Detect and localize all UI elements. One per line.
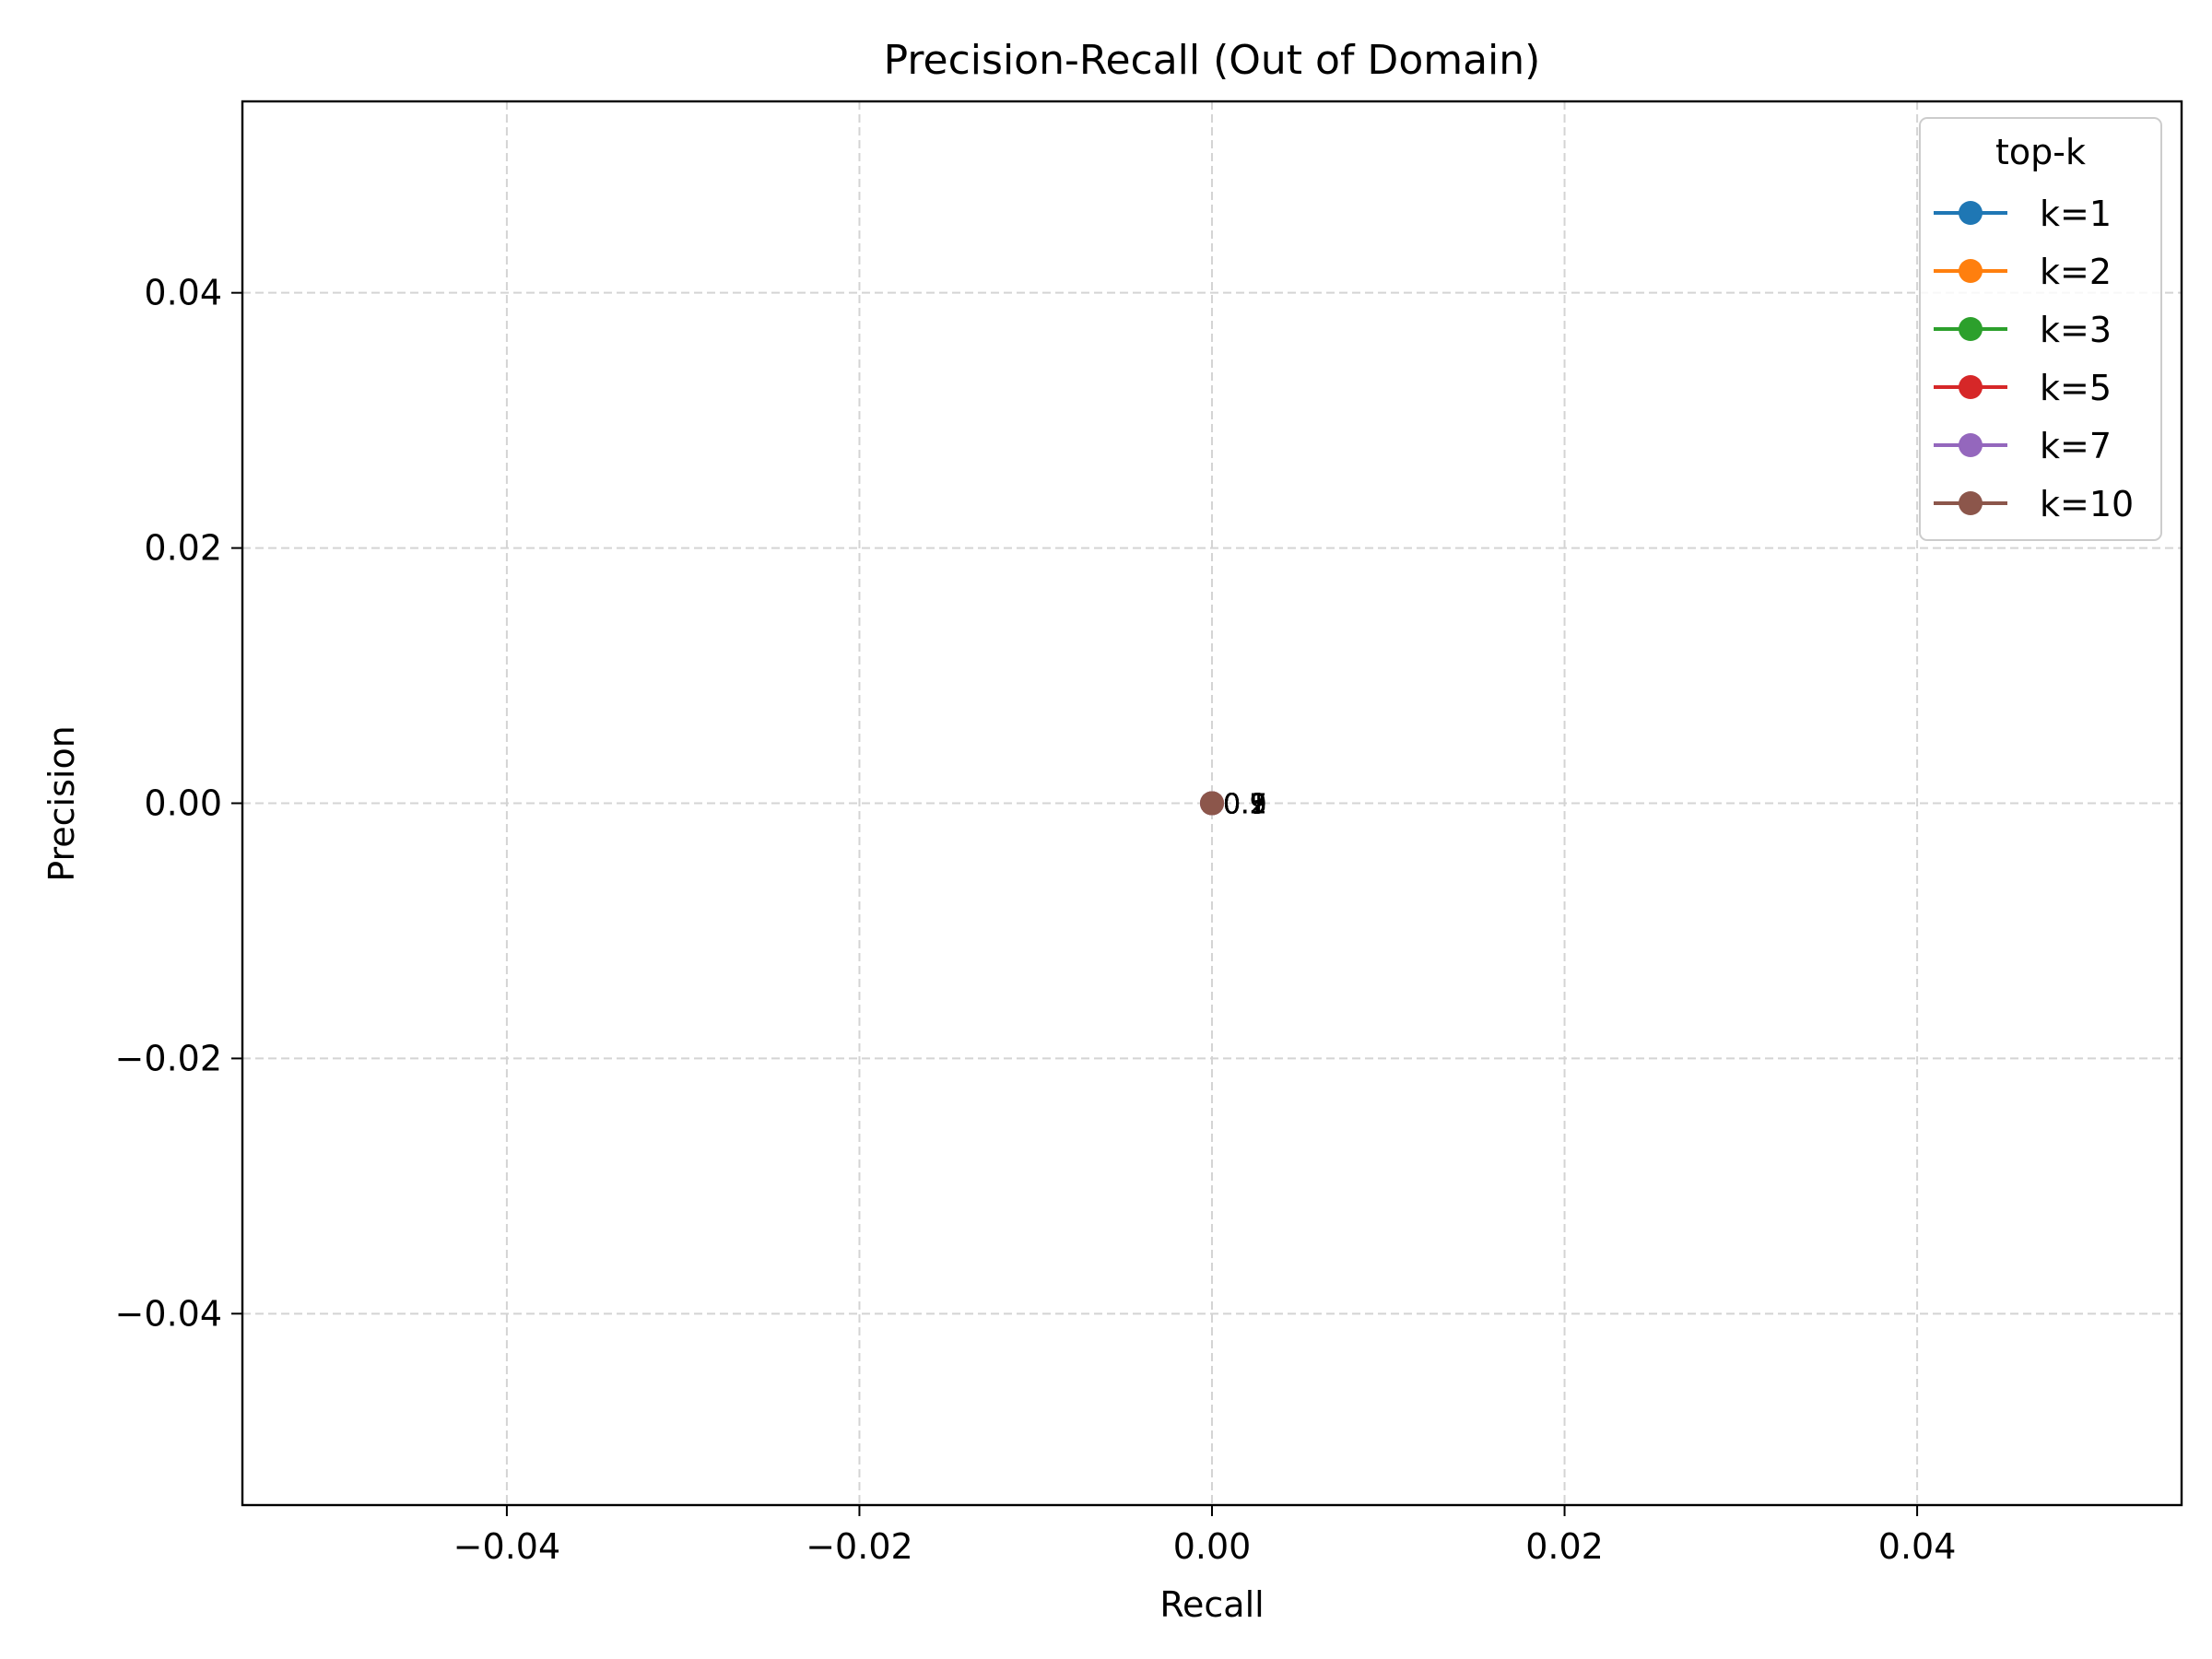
legend-marker-swatch <box>1959 201 1983 225</box>
x-tick-label: 0.02 <box>1525 1526 1604 1567</box>
y-tick-label: 0.04 <box>144 273 222 313</box>
y-tick-label: 0.00 <box>144 783 222 824</box>
legend-label: k=5 <box>2040 368 2112 408</box>
series-layer <box>1200 791 1224 816</box>
legend-marker-swatch <box>1959 317 1983 341</box>
x-axis-label: Recall <box>1159 1584 1264 1625</box>
legend-marker-swatch <box>1959 259 1983 283</box>
data-label: 0.3 <box>1223 789 1267 821</box>
legend-item[interactable]: k=7 <box>1934 426 2112 466</box>
legend-marker-swatch <box>1959 375 1983 399</box>
data-label: 0.7 <box>1223 789 1267 821</box>
y-axis-label: Precision <box>41 725 82 882</box>
legend-title: top-k <box>1995 132 2086 172</box>
legend-label: k=7 <box>2040 426 2112 466</box>
legend-label: k=1 <box>2040 194 2112 234</box>
x-tick-label: 0.04 <box>1878 1526 1957 1567</box>
legend-item[interactable]: k=3 <box>1934 310 2112 350</box>
data-label: 0.2 <box>1223 789 1267 821</box>
legend-label: k=10 <box>2040 484 2134 524</box>
x-tick-label: −0.04 <box>453 1526 560 1567</box>
legend-item[interactable]: k=10 <box>1934 484 2134 524</box>
x-tick-label: −0.02 <box>806 1526 912 1567</box>
data-label: 0.9 <box>1223 789 1267 821</box>
data-label: 0.1 <box>1223 789 1267 821</box>
grid-layer <box>242 101 2182 1505</box>
legend-item[interactable]: k=2 <box>1934 252 2112 292</box>
data-point[interactable] <box>1200 791 1224 816</box>
legend-label: k=2 <box>2040 252 2112 292</box>
y-tick-label: 0.02 <box>144 528 222 569</box>
legend-label: k=3 <box>2040 310 2112 350</box>
x-axis-ticks: −0.04 −0.02 0.00 0.02 0.04 <box>453 1505 1957 1567</box>
series-k=10 <box>1200 791 1224 816</box>
y-tick-label: −0.02 <box>115 1038 222 1078</box>
legend-marker-swatch <box>1959 491 1983 515</box>
chart-title: Precision-Recall (Out of Domain) <box>884 37 1541 84</box>
legend-marker-swatch <box>1959 433 1983 457</box>
legend-box <box>1919 117 2162 541</box>
x-tick-label: 0.00 <box>1173 1526 1252 1567</box>
legend-item[interactable]: k=1 <box>1934 194 2112 234</box>
y-tick-label: −0.04 <box>115 1293 222 1334</box>
legend-items: k=1 k=2 k=3 k=5 k=7 k=10 <box>1934 194 2134 524</box>
legend[interactable]: top-k k=1 k=2 k=3 k=5 k=7 k=10 <box>1919 117 2162 541</box>
data-label-layer: 0.10.20.30.50.70.9 <box>1223 789 1267 821</box>
legend-item[interactable]: k=5 <box>1934 368 2112 408</box>
y-axis-ticks: 0.04 0.02 0.00 −0.02 −0.04 <box>115 273 242 1334</box>
data-label: 0.5 <box>1223 789 1267 821</box>
